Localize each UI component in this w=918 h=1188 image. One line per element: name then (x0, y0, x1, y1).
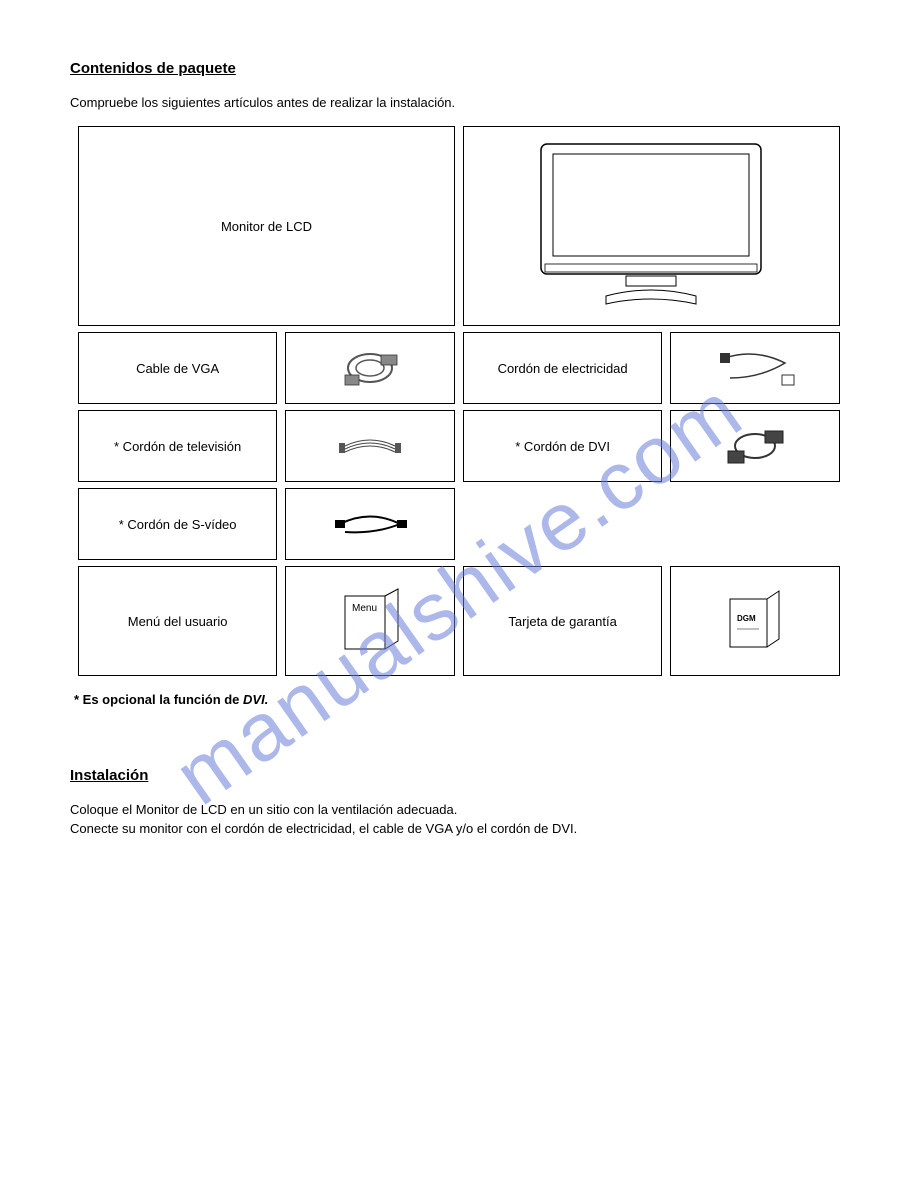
monitor-icon (521, 136, 781, 316)
item-label-vga: Cable de VGA (78, 332, 277, 404)
power-cable-icon (710, 343, 800, 393)
monitor-label-cell: Monitor de LCD (78, 126, 455, 326)
svideo-cable-icon (325, 504, 415, 544)
item-image-warranty: DGM (670, 566, 840, 676)
item-label-svideo: * Cordón de S-vídeo (78, 488, 277, 560)
item-image-svideo (285, 488, 455, 560)
item-label-warranty: Tarjeta de garantía (463, 566, 662, 676)
dvi-footnote: * Es opcional la función de DVI. (74, 692, 848, 707)
item-image-manual: Menu (285, 566, 455, 676)
item-label-power: Cordón de electricidad (463, 332, 662, 404)
item-label-dvi: * Cordón de DVI (463, 410, 662, 482)
warranty-icon: DGM (715, 581, 795, 661)
item-image-vga (285, 332, 455, 404)
item-image-power (670, 332, 840, 404)
monitor-label: Monitor de LCD (221, 219, 312, 234)
intro-text: Compruebe los siguientes artículos antes… (70, 95, 848, 110)
vga-cable-icon (325, 343, 415, 393)
svg-text:Menu: Menu (352, 603, 377, 614)
install-line-2: Conecte su monitor con el cordón de elec… (70, 821, 848, 836)
item-image-dvi (670, 410, 840, 482)
contents-table: Monitor de LCD Cable de VGA (70, 120, 848, 682)
install-line-1: Coloque el Monitor de LCD en un sitio co… (70, 802, 848, 817)
tv-cable-icon (325, 426, 415, 466)
empty-cell (463, 488, 840, 560)
section-title-contents: Contenidos de paquete (70, 60, 848, 77)
section-title-install: Instalación (70, 767, 848, 784)
dvi-cable-icon (710, 421, 800, 471)
manual-icon: Menu (330, 581, 410, 661)
item-label-manual: Menú del usuario (78, 566, 277, 676)
monitor-image-cell (463, 126, 840, 326)
item-image-tv (285, 410, 455, 482)
item-label-tv: * Cordón de televisión (78, 410, 277, 482)
svg-text:DGM: DGM (737, 614, 756, 623)
